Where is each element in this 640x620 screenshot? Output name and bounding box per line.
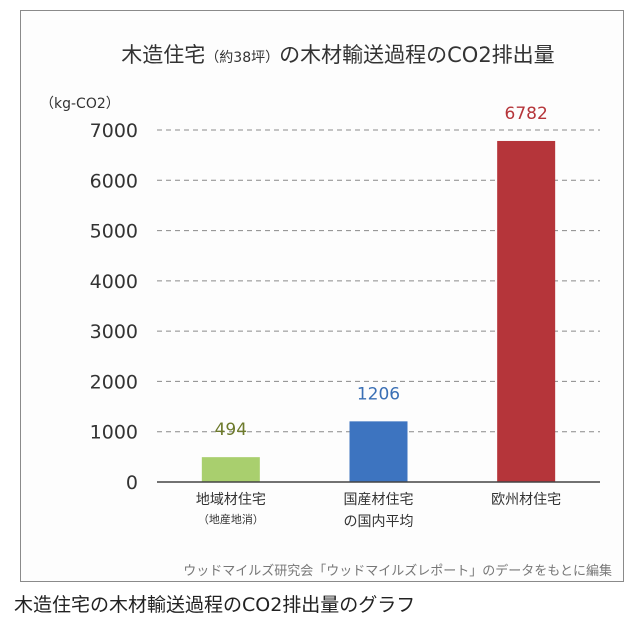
figure-caption: 木造住宅の木材輸送過程のCO2排出量のグラフ [14,594,416,616]
chart-title-main: 木造住宅 [121,43,205,67]
y-tick-label: 4000 [90,271,138,293]
x-category-sublabel: の国内平均 [344,514,414,530]
chart-title-rest: の木材輸送過程のCO2排出量 [279,43,555,67]
x-category-label: 地域材住宅 [196,492,266,508]
y-axis-unit-label: （kg-CO2） [40,96,120,112]
y-tick-label: 0 [126,472,138,494]
bar-3 [497,140,556,482]
x-category-label: 欧州材住宅 [491,492,561,508]
chart-title-paren: （約38坪） [205,50,279,66]
data-label: 6782 [505,104,548,124]
y-tick-label: 5000 [90,221,138,243]
data-label: 1206 [357,384,400,404]
y-tick-label: 1000 [90,422,138,444]
bar-1 [201,457,260,482]
data-label: 494 [215,420,247,440]
chart-title: 木造住宅（約38坪）の木材輸送過程のCO2排出量 [121,43,554,67]
bar-2 [349,421,408,482]
y-tick-label: 6000 [90,170,138,192]
x-category-label: 国産材住宅 [344,492,414,508]
y-tick-label: 2000 [90,371,138,393]
y-tick-label: 7000 [90,120,138,142]
x-category-sublabel: （地産地消） [198,512,264,526]
y-tick-label: 3000 [90,321,138,343]
source-note: ウッドマイルズ研究会「ウッドマイルズレポート」のデータをもとに編集 [183,563,612,579]
